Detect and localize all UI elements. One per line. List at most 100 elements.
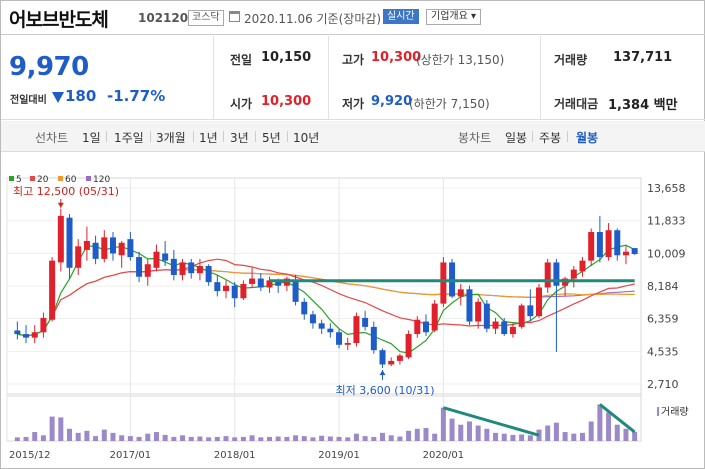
candle-body — [162, 253, 169, 261]
volume-bar — [432, 433, 438, 441]
prev-close-value: 10,150 — [261, 50, 312, 65]
divider — [255, 131, 256, 142]
line-chart-label[interactable]: 선차트 — [35, 131, 69, 145]
volume-bar — [632, 432, 638, 441]
candle-body — [344, 343, 351, 345]
period-10y[interactable]: 10년 — [293, 131, 320, 145]
y-tick-label: 10,009 — [647, 247, 686, 260]
trendline-volume-trend-1 — [442, 406, 540, 437]
volume-bar — [284, 436, 290, 441]
volume-bar — [388, 435, 394, 441]
change-amount: 180 — [65, 87, 97, 105]
change-percent: -1.77% — [107, 87, 166, 105]
candle-body — [396, 355, 403, 361]
candle-body — [370, 326, 377, 351]
volume-bar — [197, 436, 203, 441]
candle-body — [205, 266, 212, 283]
volume-bar — [362, 436, 368, 441]
legend-swatch — [58, 176, 63, 181]
candle-body — [66, 217, 73, 268]
volume-bar — [380, 432, 386, 441]
candle-body — [136, 257, 143, 277]
candle-daily[interactable]: 일봉 — [505, 131, 528, 145]
legend-swatch — [30, 176, 35, 181]
candle-body — [379, 350, 386, 365]
volume-bar — [266, 436, 272, 441]
candlestick-chart[interactable]: 13,658 11,833 10,009 8,184 6,359 4,535 2,710 20… — [1, 152, 705, 469]
volume-bar — [75, 432, 81, 441]
legend-label: 20 — [37, 175, 49, 185]
candle-body — [231, 285, 238, 299]
candle-body — [14, 330, 21, 335]
volume-bar — [553, 422, 559, 441]
stock-name[interactable]: 어보브반도체 — [9, 9, 109, 31]
volume-bar — [606, 412, 612, 441]
volume-bar — [119, 435, 125, 441]
volume-bar — [32, 432, 38, 441]
volume-bar — [145, 433, 151, 441]
volume-bar — [406, 430, 412, 441]
upper-limit: (상한가 13,150) — [416, 53, 505, 67]
current-price: 9,970 — [9, 52, 89, 82]
chart-toolbar: 선차트 1일 1주일 3개월 1년 3년 5년 10년 봉차트 일봉 주봉 월봉 — [1, 121, 705, 152]
candle-body — [275, 280, 282, 286]
candle-body — [257, 278, 264, 288]
date-text: 2020.11.06 기준(장마감) — [244, 12, 382, 26]
price-chart[interactable]: 13,658 11,833 10,009 8,184 6,359 4,535 2,710 20… — [1, 152, 705, 469]
amount-label: 거래대금 — [554, 97, 599, 111]
candle-body — [153, 251, 160, 268]
volume-bar — [58, 417, 64, 441]
candle-body — [188, 262, 195, 274]
realtime-button[interactable]: 실시간 — [383, 9, 419, 24]
prev-close-label: 전일 — [230, 53, 253, 67]
low-annotation: 최저 3,600 (10/31) — [336, 384, 435, 397]
candle-body — [622, 251, 629, 256]
volume-bar — [371, 436, 377, 441]
candle-body — [240, 283, 247, 299]
volume-bar — [562, 432, 568, 441]
high-value: 10,300 — [371, 50, 422, 65]
volume-bar — [484, 428, 490, 441]
period-1w[interactable]: 1주일 — [114, 131, 144, 145]
x-tick-label: 2020/01 — [423, 450, 465, 461]
period-5y[interactable]: 5년 — [262, 131, 281, 145]
candle-body — [553, 262, 560, 286]
candle-body — [605, 230, 612, 258]
volume-bar — [545, 425, 551, 441]
volume-bar — [623, 428, 629, 441]
volume-bar — [49, 416, 55, 441]
volume-bar — [571, 433, 577, 441]
period-3y[interactable]: 3년 — [230, 131, 249, 145]
market-badge: 코스닥 — [188, 10, 224, 26]
company-info-dropdown[interactable]: 기업개요 ▾ — [426, 9, 481, 25]
candle-body — [579, 260, 586, 272]
low-value: 9,920 — [371, 94, 413, 109]
open-value: 10,300 — [261, 94, 312, 109]
volume-bar — [93, 436, 99, 441]
candle-body — [596, 232, 603, 258]
period-1y[interactable]: 1년 — [199, 131, 218, 145]
candle-body — [75, 246, 82, 268]
volume-bar — [319, 435, 325, 441]
volume-bar — [466, 421, 472, 441]
volume-bar — [614, 424, 620, 441]
volume-label: 거래량 — [554, 53, 588, 67]
volume-bar — [162, 434, 168, 441]
candle-body — [170, 258, 177, 275]
divider — [193, 131, 194, 142]
period-1d[interactable]: 1일 — [82, 131, 101, 145]
volume-bar — [579, 432, 585, 441]
open-label: 시가 — [230, 97, 253, 111]
candle-weekly[interactable]: 주봉 — [539, 131, 562, 145]
volume-bar — [240, 436, 246, 441]
legend-label: 5 — [16, 175, 22, 185]
period-3m[interactable]: 3개월 — [156, 131, 186, 145]
candle-chart-label[interactable]: 봉차트 — [458, 131, 492, 145]
volume-bar — [293, 435, 299, 441]
candle-monthly[interactable]: 월봉 — [576, 131, 599, 145]
candle-body — [336, 332, 343, 345]
volume-bar — [327, 436, 333, 441]
volume-bar — [414, 428, 420, 441]
legend-label: 120 — [93, 175, 110, 185]
